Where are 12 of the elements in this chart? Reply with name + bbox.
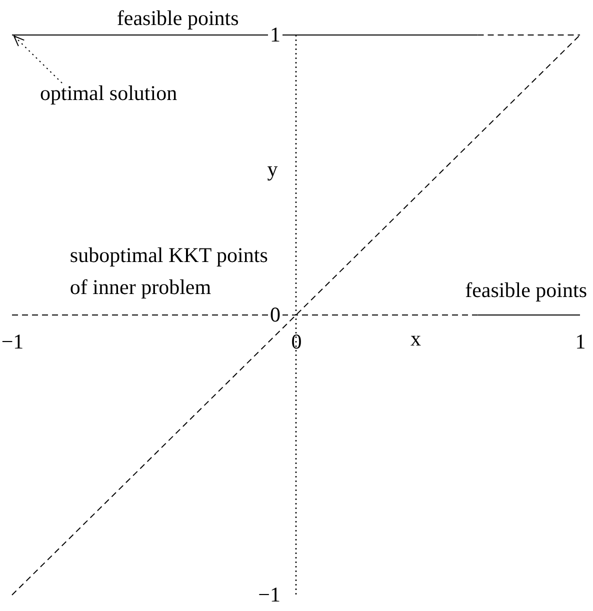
annotation: feasible points [465, 278, 587, 302]
annotation: suboptimal KKT points of inner problem [70, 242, 268, 299]
x-tick-label: 1 [575, 330, 586, 354]
x-axis-title: x [410, 326, 422, 350]
y-tick-label: 1 [270, 22, 280, 46]
x-tick-label: 0 [291, 330, 302, 354]
text: feasible points [116, 6, 239, 30]
y-axis-title: y [267, 156, 278, 181]
y-tick-label: −1 [258, 582, 280, 606]
x-tick-label: −1 [1, 330, 24, 354]
y-tick-label: 0 [270, 302, 280, 326]
annotation: optimal solution [40, 81, 178, 105]
